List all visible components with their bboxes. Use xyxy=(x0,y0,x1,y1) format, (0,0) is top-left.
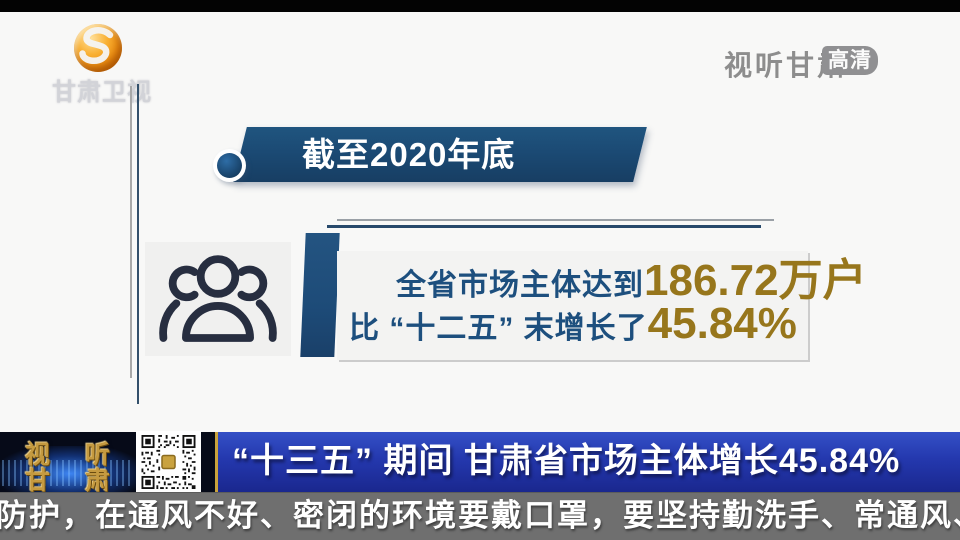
banner-bullet-dot-inner xyxy=(217,153,242,178)
separator-line-light xyxy=(337,219,774,221)
stat-value-growth: 45.84% xyxy=(647,299,797,348)
banner-ribbon: 截至2020年底 xyxy=(233,127,647,182)
stat-label-growth: 比 “十二五” 末增长了 xyxy=(349,312,648,345)
qr-code-icon xyxy=(136,431,201,492)
station-watermark: 甘肃卫视 xyxy=(52,79,152,106)
stat-label-total: 全省市场主体达到 xyxy=(396,269,644,302)
banner-title: 截至2020年底 xyxy=(302,136,516,173)
people-group-icon xyxy=(145,242,291,356)
separator-line-dark xyxy=(327,225,761,228)
headline-bar: “十三五” 期间 甘肃省市场主体增长45.84% xyxy=(215,432,960,492)
ticker-text: 防护，在通风不好、密闭的环境要戴口罩，要坚持勤洗手、常通风、不聚集、 xyxy=(0,498,960,533)
stat-line-total: 全省市场主体达到 186.72万户 xyxy=(396,244,867,308)
hd-badge: 高清 xyxy=(822,46,878,75)
corner-logo-text-top: 视 听 xyxy=(25,441,124,469)
vertical-divider-dark xyxy=(137,84,139,404)
banner-bullet-dot xyxy=(213,149,246,182)
headline-title: “十三五” 期间 甘肃省市场主体增长45.84% xyxy=(232,442,901,480)
stat-line-growth: 比 “十二五” 末增长了 45.84% xyxy=(349,299,797,349)
station-logo-icon xyxy=(74,24,122,72)
corner-logo-text-bottom: 甘 肃 xyxy=(25,467,124,495)
stats-accent-bar xyxy=(300,233,340,357)
stats-panel xyxy=(337,251,808,360)
vertical-divider-light xyxy=(130,86,132,378)
stat-value-total: 186.72万户 xyxy=(644,256,867,305)
letterbox-top-bar xyxy=(0,0,960,12)
news-ticker: 防护，在通风不好、密闭的环境要戴口罩，要坚持勤洗手、常通风、不聚集、 xyxy=(0,492,960,540)
